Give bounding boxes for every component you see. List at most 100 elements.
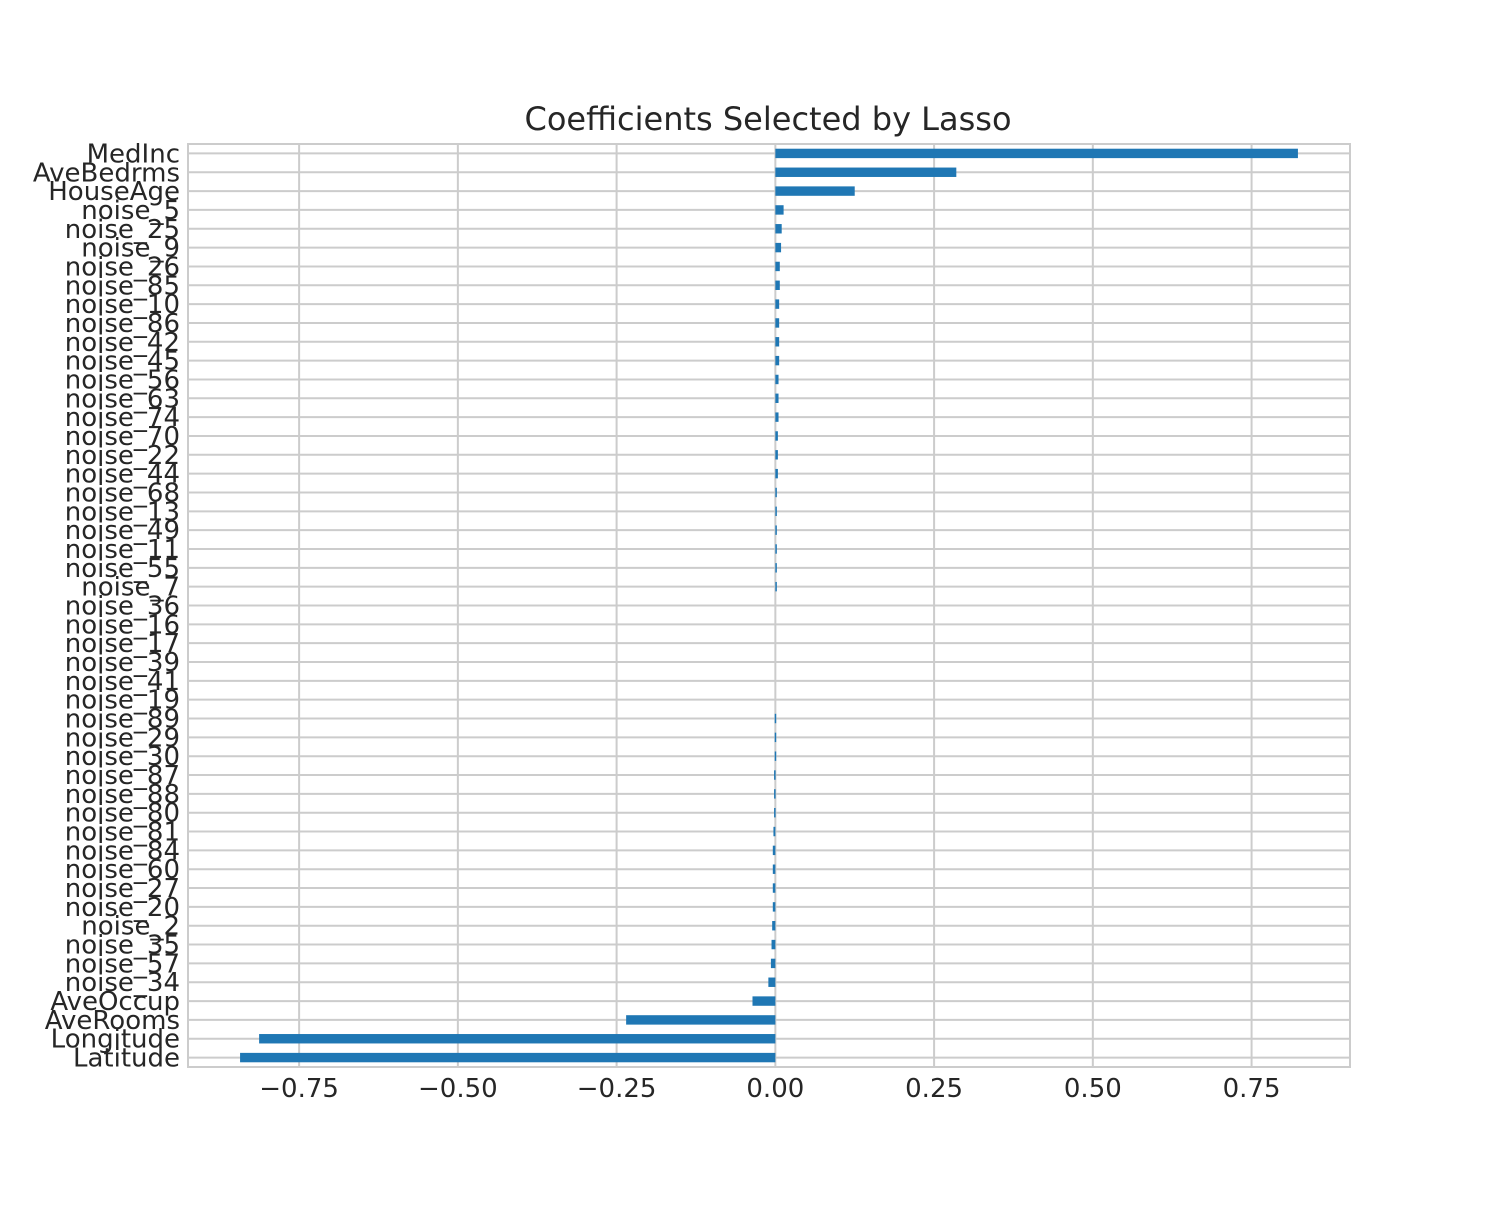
bar	[774, 751, 777, 761]
y-tick-label: noise_89	[65, 705, 180, 735]
y-tick-label: AveOccup	[50, 987, 180, 1017]
y-tick-label: noise_44	[65, 460, 180, 490]
y-tick-label: noise_29	[65, 723, 180, 753]
y-tick-label: noise_80	[65, 799, 180, 829]
y-tick-label: noise_13	[65, 497, 180, 527]
y-tick-label: Longitude	[51, 1025, 180, 1055]
bar	[259, 1034, 776, 1044]
y-tick-label: noise_27	[65, 874, 180, 904]
y-tick-label: noise_81	[65, 818, 180, 848]
bar	[775, 167, 957, 177]
bar	[775, 148, 1298, 159]
bar	[775, 205, 784, 215]
bar	[775, 506, 777, 517]
chart-title: Coefficients Selected by Lasso	[524, 100, 1011, 138]
y-tick-label: Latitude	[73, 1044, 180, 1074]
bar	[775, 563, 777, 573]
y-tick-label: noise_49	[65, 516, 180, 546]
y-tick-label: noise_17	[65, 629, 180, 659]
bar	[772, 864, 776, 874]
bar	[774, 713, 777, 724]
y-tick-label: noise_16	[65, 610, 180, 640]
y-tick-label: noise_7	[81, 573, 180, 603]
y-tick-label: noise_9	[81, 234, 180, 264]
bar	[772, 921, 776, 931]
bar	[768, 977, 776, 987]
y-tick-label: noise_22	[65, 441, 180, 471]
y-tick-label: noise_36	[65, 592, 180, 622]
bar	[772, 902, 776, 912]
x-tick-label: 0.25	[905, 1074, 963, 1104]
x-tick-label: −0.25	[577, 1074, 657, 1104]
y-tick-label: noise_60	[65, 855, 180, 885]
y-tick-label: noise_56	[65, 365, 180, 395]
x-tick-labels: −0.75 −0.50 −0.25 0.00 0.25 0.50 0.75	[259, 1074, 1280, 1104]
y-tick-label: noise_5	[81, 196, 180, 226]
y-tick-label: noise_26	[65, 252, 180, 282]
bar	[775, 374, 779, 385]
plot-frame	[187, 143, 1351, 1068]
y-tick-label: noise_87	[65, 761, 180, 791]
y-tick-label: noise_55	[65, 554, 180, 584]
bar	[771, 939, 776, 950]
bar	[775, 337, 780, 347]
bar	[775, 355, 780, 366]
bar	[775, 261, 780, 272]
y-tick-label: HouseAge	[48, 177, 180, 207]
y-tick-label: noise_19	[65, 686, 180, 716]
y-tick-label: noise_70	[65, 422, 180, 452]
x-tick-label: 0.00	[746, 1074, 804, 1104]
bar	[775, 186, 855, 196]
y-tick-label: noise_57	[65, 949, 180, 979]
y-tick-label: noise_34	[65, 968, 180, 998]
y-tick-label: AveBedrms	[33, 158, 180, 188]
y-tick-label: noise_63	[65, 384, 180, 414]
y-tick-labels: MedIncAveBedrmsHouseAgenoise_5noise_25no…	[33, 139, 180, 1073]
bar-layer	[240, 148, 1298, 1063]
bar	[772, 845, 776, 856]
bar	[752, 996, 776, 1006]
bar	[775, 242, 782, 253]
x-tick-label: 0.50	[1064, 1074, 1122, 1104]
x-tick-label: 0.75	[1223, 1074, 1281, 1104]
bar	[626, 1015, 776, 1025]
bar	[773, 826, 776, 837]
bar	[774, 732, 777, 743]
y-tick-label: noise_85	[65, 271, 180, 301]
bar	[240, 1052, 776, 1063]
bar	[775, 299, 780, 309]
y-tick-label: noise_11	[65, 535, 180, 565]
y-tick-label: noise_39	[65, 648, 180, 678]
y-tick-label: noise_25	[65, 215, 180, 245]
x-tick-label: −0.75	[259, 1074, 339, 1104]
bar	[770, 958, 776, 969]
bar	[775, 468, 778, 479]
y-tick-label: MedInc	[87, 139, 180, 169]
bar	[774, 807, 776, 818]
y-tick-label: noise_86	[65, 309, 180, 339]
y-tick-label: noise_84	[65, 836, 180, 866]
y-tick-label: noise_42	[65, 328, 180, 358]
bar	[775, 318, 780, 328]
x-tick-label: −0.50	[418, 1074, 498, 1104]
bar	[775, 525, 777, 535]
bar	[775, 544, 777, 554]
bar	[775, 431, 778, 441]
y-tick-label: noise_45	[65, 347, 180, 377]
y-tick-label: noise_30	[65, 742, 180, 772]
y-tick-label: noise_2	[81, 912, 180, 942]
bar	[775, 450, 778, 460]
bar	[775, 393, 779, 404]
y-tick-label: noise_68	[65, 478, 180, 508]
y-tick-label: noise_41	[65, 667, 180, 697]
bar	[774, 789, 776, 799]
bar	[775, 224, 782, 234]
bar	[775, 581, 777, 592]
y-tick-label: noise_20	[65, 893, 180, 923]
bar	[775, 280, 780, 290]
bar	[774, 770, 776, 780]
grid-layer	[188, 144, 1350, 1067]
